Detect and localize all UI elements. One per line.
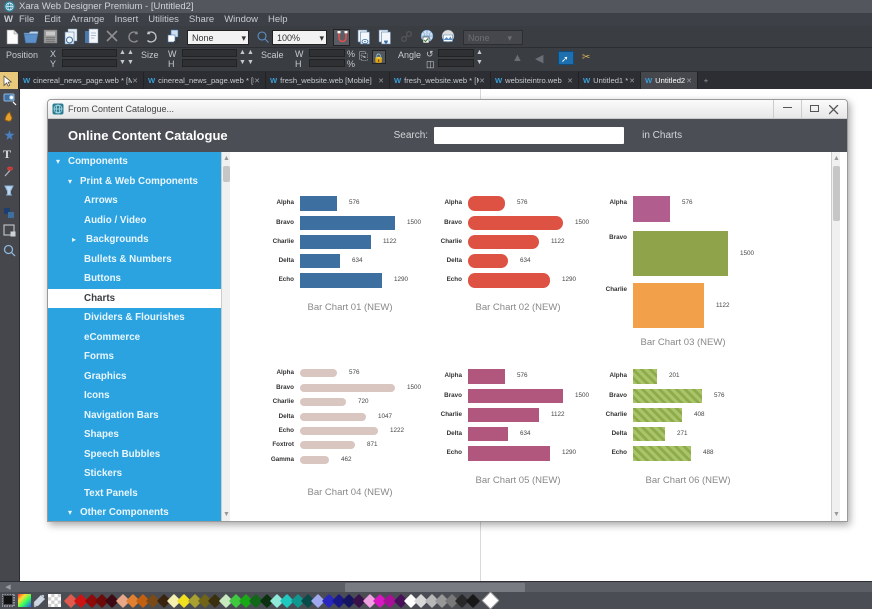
svg-text:T: T — [3, 147, 11, 161]
